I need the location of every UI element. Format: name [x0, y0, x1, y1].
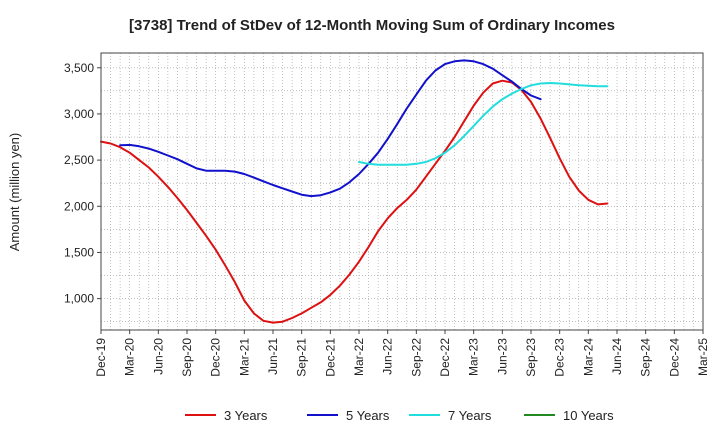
legend-label: 3 Years — [224, 408, 268, 423]
x-tick-label: Dec-21 — [323, 338, 337, 377]
series-line-3-years — [100, 79, 609, 324]
y-axis-label: Amount (million yen) — [7, 133, 22, 252]
x-tick-label: Mar-25 — [696, 338, 710, 376]
x-tick-label: Jun-20 — [151, 338, 165, 375]
y-tick-label: 2,000 — [64, 199, 94, 213]
x-tick-label: Dec-24 — [667, 338, 681, 377]
y-tick-label: 1,500 — [64, 245, 94, 259]
y-tick-label: 2,500 — [64, 153, 94, 167]
x-tick-label: Jun-24 — [610, 338, 624, 375]
legend-item-5-years: 5 Years — [307, 408, 390, 423]
legend: 3 Years 5 Years 7 Years 10 Years — [185, 408, 614, 423]
y-tick-label: 3,500 — [64, 61, 94, 75]
x-tick-label: Sep-23 — [524, 338, 538, 377]
x-tick-label: Jun-23 — [495, 338, 509, 375]
plot-background — [101, 53, 703, 330]
y-tick-label: 1,000 — [64, 292, 94, 306]
legend-item-7-years: 7 Years — [409, 408, 492, 423]
x-tick-label: Dec-19 — [94, 338, 108, 377]
chart-title: [3738] Trend of StDev of 12-Month Moving… — [129, 17, 615, 34]
legend-label: 7 Years — [448, 408, 492, 423]
legend-item-3-years: 3 Years — [185, 408, 268, 423]
plot-area — [100, 52, 704, 331]
legend-item-10-years: 10 Years — [524, 408, 614, 423]
series-line-5-years — [119, 59, 542, 198]
x-tick-label: Mar-24 — [581, 338, 595, 376]
legend-label: 5 Years — [346, 408, 390, 423]
series-layer — [100, 59, 609, 324]
x-tick-label: Sep-20 — [180, 338, 194, 377]
x-tick-label: Jun-21 — [266, 338, 280, 375]
series-line-7-years — [358, 82, 609, 166]
x-tick-label: Sep-21 — [295, 338, 309, 377]
x-tick-label: Mar-20 — [123, 338, 137, 376]
x-tick-label: Dec-22 — [438, 338, 452, 377]
x-tick-label: Mar-22 — [352, 338, 366, 376]
legend-label: 10 Years — [563, 408, 614, 423]
y-tick-label: 3,000 — [64, 107, 94, 121]
y-axis: 1,000 1,500 2,000 2,500 3,000 3,500 — [64, 61, 101, 306]
x-tick-label: Dec-23 — [553, 338, 567, 377]
x-tick-label: Mar-23 — [467, 338, 481, 376]
x-tick-label: Mar-21 — [237, 338, 251, 376]
x-tick-label: Jun-22 — [381, 338, 395, 375]
x-tick-label: Sep-22 — [409, 338, 423, 377]
grid-lines — [101, 53, 703, 330]
x-tick-label: Dec-20 — [209, 338, 223, 377]
x-tick-label: Sep-24 — [639, 338, 653, 377]
plot-frame — [100, 52, 704, 331]
x-axis: Dec-19 Mar-20 Jun-20 Sep-20 Dec-20 Mar-21 Jun-… — [94, 330, 710, 377]
